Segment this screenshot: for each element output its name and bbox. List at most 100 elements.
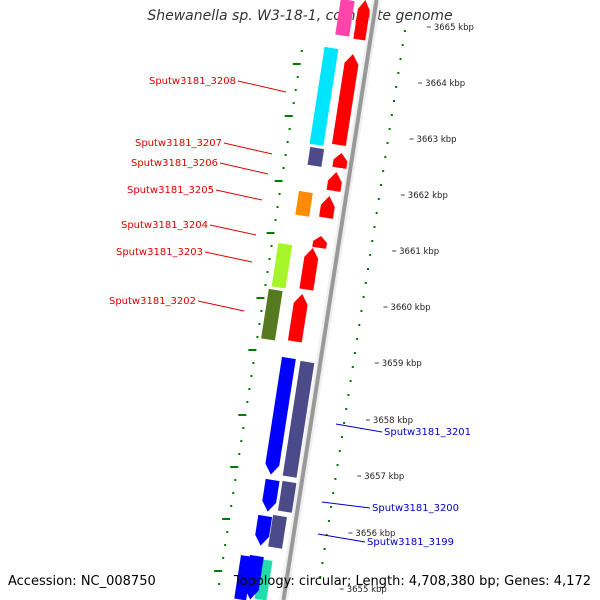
gc-mark: [345, 408, 348, 410]
gc-content-mark: [300, 50, 303, 52]
gene-label-sputw3181-3205: Sputw3181_3205: [127, 185, 214, 196]
gene-leader-line: [209, 224, 257, 236]
cog-block-3198b: [254, 559, 273, 600]
gc-mark: [343, 422, 346, 424]
gc-mark: [384, 156, 387, 158]
gc-content-mark: [266, 232, 275, 234]
gc-content-mark: [266, 271, 269, 273]
gc-content-mark: [214, 570, 223, 572]
gc-mark: [379, 184, 382, 186]
gene-leader-line: [317, 533, 366, 543]
gc-mark: [369, 254, 372, 256]
gc-content-mark: [264, 284, 267, 286]
gene-arrow-3207: [332, 153, 348, 169]
gc-content-mark: [230, 505, 233, 507]
gc-content-mark: [292, 63, 301, 65]
gc-mark: [399, 58, 402, 60]
gc-content-mark: [274, 180, 283, 182]
tick-label: 3659 kbp: [382, 359, 422, 369]
gc-content-mark: [238, 414, 247, 416]
gc-content-mark: [248, 349, 257, 351]
gc-mark: [377, 198, 380, 200]
gc-mark: [330, 506, 333, 508]
cog-block-3205: [295, 190, 313, 217]
gc-content-mark: [268, 258, 271, 260]
gene-leader-line: [219, 162, 269, 175]
gene-arrow-3209: [353, 0, 370, 41]
gene-arrow-3204: [312, 236, 327, 249]
backbone-line: [281, 0, 379, 600]
gc-content-mark: [256, 336, 259, 338]
gc-mark: [390, 114, 393, 116]
tick-label: 3656 kbp: [355, 529, 395, 539]
tick-label: 3657 kbp: [364, 472, 404, 482]
gc-mark: [364, 282, 367, 284]
gc-mark: [393, 100, 395, 102]
gc-content-mark: [246, 401, 249, 403]
gc-content-mark: [294, 89, 297, 91]
gc-content-mark: [260, 310, 263, 312]
cog-block-3207: [307, 146, 325, 167]
gene-arrow-3208: [331, 54, 359, 146]
gene-leader-line: [237, 80, 287, 93]
gene-arrow-3198: [244, 554, 264, 600]
gc-content-mark: [258, 323, 261, 325]
gene-leader-line: [321, 501, 371, 509]
gene-arrow-3206: [326, 172, 342, 192]
gc-content-mark: [230, 466, 239, 468]
gc-mark: [401, 44, 404, 46]
gc-mark: [375, 212, 378, 214]
cog-track: [234, 0, 355, 600]
gc-content-mark: [252, 362, 255, 364]
gc-mark: [397, 72, 400, 74]
tick-label: 3660 kbp: [390, 303, 430, 313]
gc-content-mark: [218, 583, 221, 585]
cog-block-3198: [234, 555, 253, 600]
cog-block-3199: [268, 514, 287, 549]
gene-label-sputw3181-3200: Sputw3181_3200: [372, 503, 459, 514]
gc-mark: [388, 128, 391, 130]
gc-content-mark: [278, 193, 281, 195]
gc-mark: [327, 520, 330, 522]
gc-mark: [371, 240, 374, 242]
gc-content-mark: [286, 141, 289, 143]
gc-skew-track: [214, 30, 406, 585]
gc-mark: [340, 436, 343, 438]
gc-content-mark: [224, 544, 227, 546]
gene-label-sputw3181-3204: Sputw3181_3204: [121, 220, 208, 231]
gc-content-mark: [238, 453, 241, 455]
gc-mark: [366, 268, 369, 270]
gene-label-sputw3181-3199: Sputw3181_3199: [367, 537, 454, 548]
gene-arrow-3200: [262, 478, 280, 512]
tick-label: 3661 kbp: [399, 247, 439, 257]
gc-mark: [321, 562, 324, 564]
backbone-track: [279, 0, 381, 600]
gc-mark: [395, 86, 398, 88]
gc-content-mark: [292, 102, 295, 104]
gene-labels: Sputw3181_3208 Sputw3181_3207 Sputw3181_32…: [109, 76, 471, 548]
gene-label-sputw3181-3201: Sputw3181_3201: [384, 427, 471, 438]
gc-mark: [351, 366, 354, 368]
gene-leader-line: [215, 189, 263, 201]
gc-mark: [386, 142, 389, 144]
cog-block-3202: [261, 288, 283, 341]
gene-label-sputw3181-3208: Sputw3181_3208: [149, 76, 236, 87]
gc-content-mark: [222, 518, 231, 520]
gc-mark: [349, 380, 352, 382]
cog-block-3209: [335, 0, 355, 37]
cog-block-3200: [277, 480, 297, 513]
gc-content-mark: [234, 479, 237, 481]
tick-label: 3662 kbp: [408, 191, 448, 201]
gc-mark: [403, 30, 406, 32]
gc-content-mark: [232, 492, 235, 494]
gc-content-mark: [270, 245, 273, 247]
gc-content-mark: [276, 206, 279, 208]
gene-arrow-3203: [299, 248, 319, 291]
gene-arrow-3202: [287, 294, 308, 343]
gc-mark: [334, 478, 337, 480]
gc-content-mark: [226, 531, 229, 533]
gene-arrow-3205: [319, 196, 335, 219]
gc-content-mark: [296, 76, 299, 78]
gc-content-mark: [288, 128, 291, 130]
